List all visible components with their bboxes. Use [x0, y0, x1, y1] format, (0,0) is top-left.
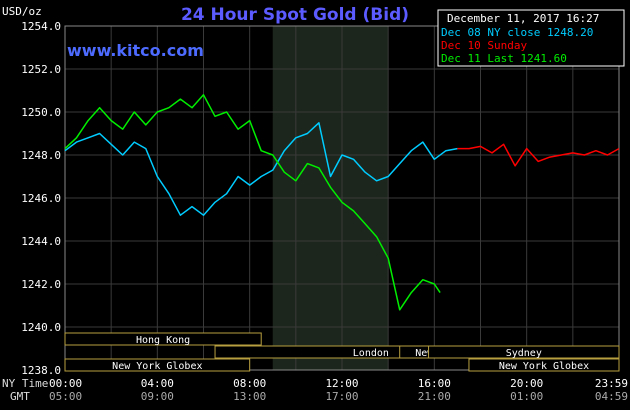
y-tick-label: 1242.0 [21, 278, 61, 291]
y-tick-labels: 1238.0 1240.0 1242.0 1244.0 1246.0 1248.0 1250… [21, 20, 61, 377]
chart-title: 24 Hour Spot Gold (Bid) [181, 5, 409, 25]
grid [64, 25, 620, 371]
ny-time-tick: 16:00 [418, 377, 451, 390]
y-tick-label: 1244.0 [21, 235, 61, 248]
y-tick-label: 1250.0 [21, 106, 61, 119]
market-label: New York Globex [112, 361, 202, 372]
ny-time-tick: 08:00 [233, 377, 266, 390]
legend-box [437, 9, 625, 67]
gmt-tick: 09:00 [141, 390, 174, 403]
gmt-label: GMT [10, 390, 30, 403]
legend-item-dec08: Dec 08 NY close 1248.20 [441, 26, 593, 39]
market-label: Sydney [506, 348, 542, 359]
y-tick-label: 1252.0 [21, 63, 61, 76]
gmt-tick: 05:00 [49, 390, 82, 403]
market-label: New York Globex [499, 361, 589, 372]
market-bar [428, 345, 620, 359]
ny-time-label: NY Time [2, 377, 48, 390]
market-bar [468, 358, 620, 372]
market-label: London [353, 348, 389, 359]
gmt-tick: 04:59 [595, 390, 628, 403]
market-label: Hong Kong [136, 335, 190, 346]
price-series [64, 94, 620, 311]
gmt-tick: 17:00 [325, 390, 358, 403]
legend: December 11, 2017 16:27 Dec 08 NY close … [437, 9, 625, 67]
y-tick-label: 1238.0 [21, 364, 61, 377]
series-line [457, 143, 620, 167]
gmt-tick: 01:00 [510, 390, 543, 403]
ny-time-tick: 23:59 [595, 377, 628, 390]
gmt-tick: 21:00 [418, 390, 451, 403]
y-tick-label: 1240.0 [21, 321, 61, 334]
plot-frame [64, 25, 620, 371]
gmt-tick: 13:00 [233, 390, 266, 403]
ny-time-tick: 04:00 [141, 377, 174, 390]
market-bar [64, 332, 262, 346]
series-line [64, 122, 458, 216]
market-bar [64, 358, 251, 372]
ny-time-tick: 00:00 [49, 377, 82, 390]
timestamp: December 11, 2017 16:27 [447, 12, 599, 25]
ny-time-tick: 12:00 [325, 377, 358, 390]
y-axis-unit: USD/oz [2, 5, 42, 18]
legend-item-dec11: Dec 11 Last 1241.60 [441, 52, 567, 65]
y-tick-label: 1246.0 [21, 192, 61, 205]
legend-item-dec10: Dec 10 Sunday [441, 39, 527, 52]
y-tick-label: 1254.0 [21, 20, 61, 33]
site-link[interactable]: www.kitco.com [67, 41, 204, 60]
y-tick-label: 1248.0 [21, 149, 61, 162]
series-line [64, 94, 441, 311]
ny-time-tick: 20:00 [510, 377, 543, 390]
